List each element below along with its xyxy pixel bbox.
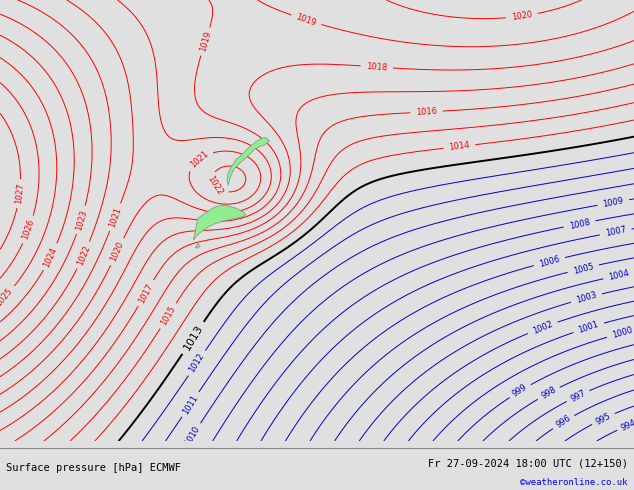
Text: 1024: 1024 (42, 245, 59, 269)
Text: 1017: 1017 (137, 282, 155, 304)
Text: Surface pressure [hPa] ECMWF: Surface pressure [hPa] ECMWF (6, 463, 181, 473)
Text: 1021: 1021 (108, 206, 123, 229)
Text: 1023: 1023 (74, 209, 88, 231)
Text: 1002: 1002 (531, 319, 554, 336)
Text: 1018: 1018 (366, 62, 387, 72)
Text: 1006: 1006 (538, 254, 560, 269)
Text: 1026: 1026 (21, 218, 36, 241)
Text: 1009: 1009 (602, 196, 624, 209)
Text: 1001: 1001 (577, 320, 600, 335)
Text: 1025: 1025 (0, 286, 15, 308)
Polygon shape (195, 244, 200, 248)
Text: 1008: 1008 (568, 217, 591, 230)
Text: 1005: 1005 (572, 262, 595, 275)
Text: 1022: 1022 (75, 244, 92, 267)
Text: 1020: 1020 (511, 10, 533, 22)
Text: 1027: 1027 (14, 183, 25, 205)
Text: 1003: 1003 (575, 291, 598, 305)
Text: 994: 994 (619, 417, 634, 433)
Text: 1021: 1021 (188, 149, 210, 170)
Text: 1013: 1013 (181, 323, 205, 352)
Text: 995: 995 (594, 411, 612, 426)
Polygon shape (227, 138, 269, 185)
Text: 996: 996 (554, 414, 573, 430)
Text: 999: 999 (511, 383, 529, 399)
Text: 998: 998 (540, 385, 558, 401)
Text: 1015: 1015 (159, 304, 178, 327)
Text: ©weatheronline.co.uk: ©weatheronline.co.uk (520, 478, 628, 487)
Text: Fr 27-09-2024 18:00 UTC (12+150): Fr 27-09-2024 18:00 UTC (12+150) (428, 458, 628, 468)
Text: 1016: 1016 (416, 107, 437, 117)
Text: 1020: 1020 (109, 241, 126, 263)
Text: 1000: 1000 (611, 326, 634, 340)
Polygon shape (193, 205, 246, 241)
Text: 1012: 1012 (188, 352, 206, 374)
Text: 1019: 1019 (295, 12, 318, 27)
Text: 1019: 1019 (198, 30, 212, 53)
Text: 1010: 1010 (183, 424, 202, 447)
Text: 1004: 1004 (608, 269, 630, 282)
Text: 1014: 1014 (448, 141, 470, 152)
Text: 1011: 1011 (181, 393, 200, 416)
Text: 1022: 1022 (205, 174, 224, 197)
Text: 1007: 1007 (604, 225, 627, 239)
Text: 997: 997 (569, 388, 587, 404)
